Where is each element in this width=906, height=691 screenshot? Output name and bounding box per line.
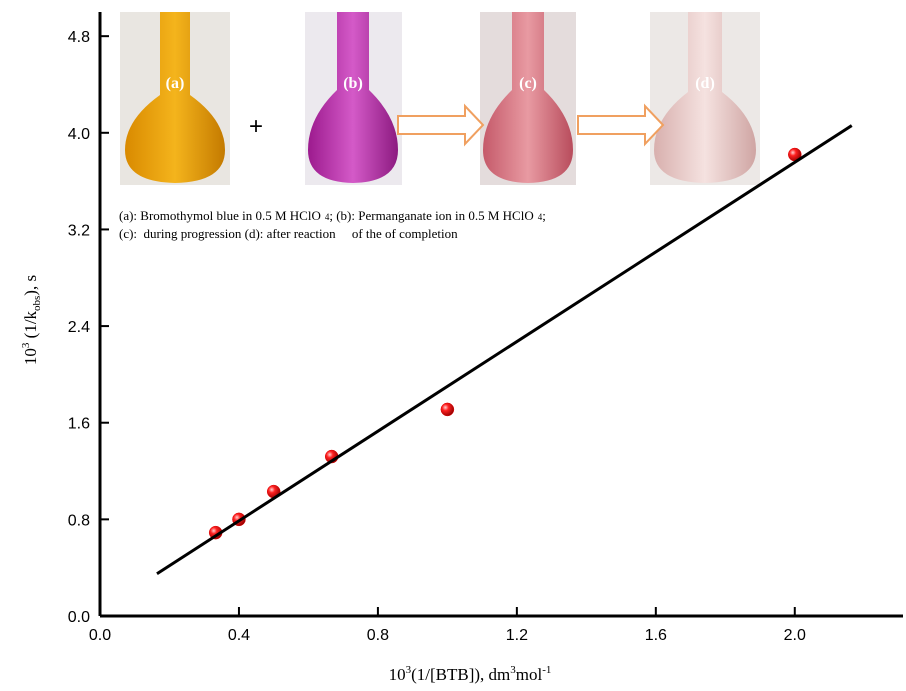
y-tick-label: 0.0 — [68, 609, 90, 626]
y-tick-label: 3.2 — [68, 222, 90, 239]
label-part: 10 — [21, 348, 40, 365]
y-tick-label: 0.8 — [68, 512, 90, 529]
photo-label: (b) — [343, 75, 363, 92]
plus-sign: + — [249, 113, 263, 140]
page: {"chart_data": {"type": "scatter", "xlab… — [0, 0, 906, 691]
caption: (c): during progression (d): after react… — [119, 226, 458, 241]
label-sub: obs — [31, 296, 43, 311]
x-tick-label: 1.6 — [645, 627, 667, 644]
photo-label: (d) — [695, 75, 715, 92]
x-tick-label: 0.0 — [89, 627, 111, 644]
chart: (a) (b) (c) (d) + (a): Bromothymol blue … — [0, 0, 906, 691]
caption-part: ; — [542, 208, 546, 223]
label-part: ), s — [21, 275, 40, 296]
arrow — [398, 106, 483, 144]
x-axis-label: 103(1/[BTB]), dm3mol-1 — [389, 664, 552, 684]
arrow — [578, 106, 663, 144]
x-tick-label: 2.0 — [784, 627, 806, 644]
y-tick-label: 2.4 — [68, 319, 90, 336]
label-part: mol — [516, 665, 543, 684]
x-tick-label: 0.4 — [228, 627, 250, 644]
caption-part: (a): Bromothymol blue in 0.5 M HClO — [119, 208, 321, 223]
label-sup: -1 — [542, 664, 551, 676]
label-part: (1/k — [21, 310, 40, 342]
fit-line — [157, 126, 852, 574]
y-tick-label: 1.6 — [68, 416, 90, 433]
photo-label: (c) — [519, 75, 537, 92]
label-part: 10 — [389, 665, 406, 684]
x-tick-label: 1.2 — [506, 627, 528, 644]
caption-part: ; (b): Permanganate ion in 0.5 M HClO — [329, 208, 533, 223]
label-part: (1/[BTB]), dm — [411, 665, 510, 684]
y-axis-label: 103 (1/kobs), s — [20, 275, 43, 365]
data-point — [441, 403, 454, 416]
y-tick-label: 4.0 — [68, 126, 90, 143]
y-tick-label: 4.8 — [68, 29, 90, 46]
photo-label: (a) — [166, 75, 185, 92]
inset-photos: (a) (b) (c) (d) + (a): Bromothymol blue … — [119, 12, 760, 241]
x-tick-label: 0.8 — [367, 627, 389, 644]
